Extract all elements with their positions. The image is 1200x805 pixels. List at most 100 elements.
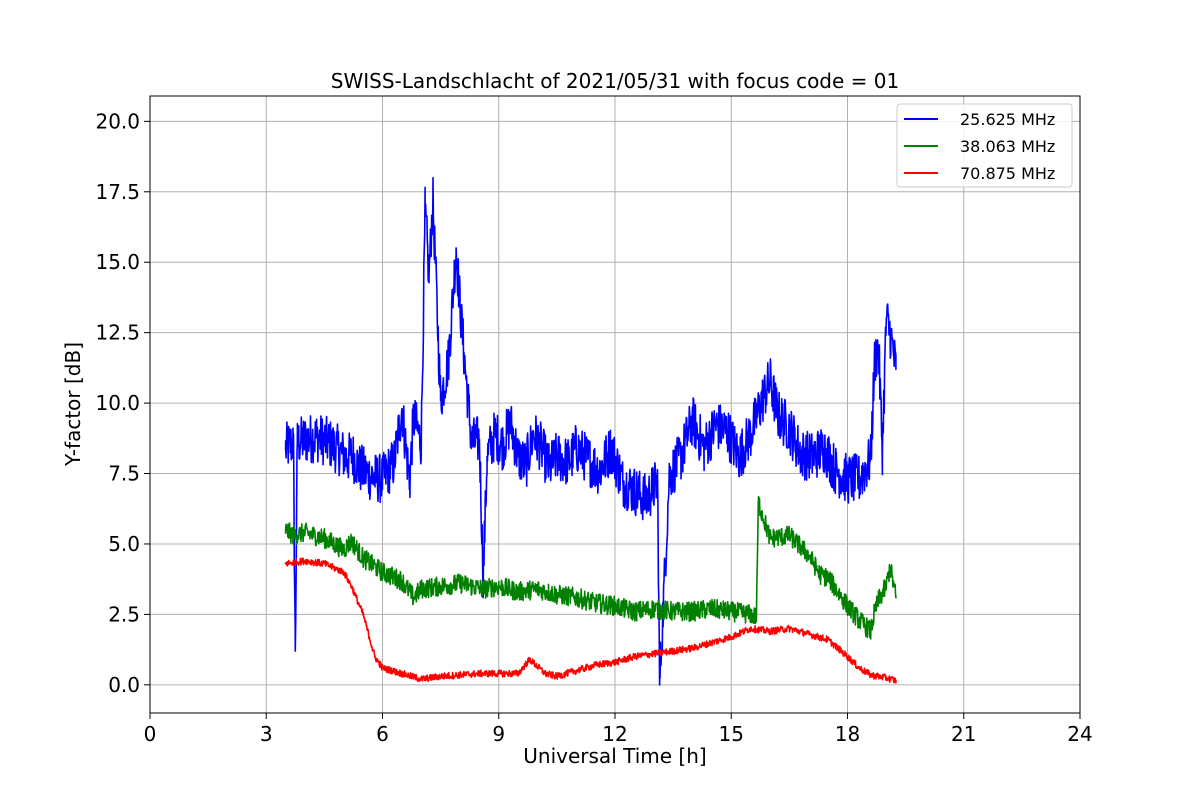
series-0-point bbox=[517, 455, 519, 458]
series-line-0 bbox=[284, 176, 897, 686]
series-0-point bbox=[598, 469, 601, 472]
series-0-point bbox=[769, 379, 771, 382]
series-1-point bbox=[827, 577, 829, 579]
series-2-point bbox=[374, 655, 376, 658]
series-0-point bbox=[432, 199, 434, 201]
series-0-point bbox=[575, 447, 578, 450]
series-line-1 bbox=[284, 495, 897, 640]
series-1-point bbox=[594, 602, 597, 604]
series-0-point bbox=[776, 413, 779, 416]
series-0-point bbox=[420, 441, 423, 444]
series-2-point bbox=[846, 655, 849, 658]
series-1-point bbox=[889, 565, 891, 568]
series-1-point bbox=[877, 599, 880, 602]
series-0-point bbox=[482, 577, 485, 579]
series-2-point bbox=[885, 677, 888, 679]
series-1-point bbox=[556, 593, 558, 596]
y-tick-label: 7.5 bbox=[108, 462, 140, 486]
series-2-point bbox=[498, 672, 500, 675]
y-tick-label: 15.0 bbox=[95, 250, 140, 274]
series-0-point bbox=[870, 458, 872, 461]
series-1-point bbox=[614, 605, 616, 607]
series-2-point bbox=[304, 560, 306, 562]
series-0-point bbox=[668, 475, 671, 478]
series-0-point bbox=[633, 489, 636, 492]
series-2-point bbox=[439, 675, 442, 678]
series-0-point bbox=[470, 441, 473, 444]
series-0-point bbox=[885, 317, 888, 320]
series-2-point bbox=[343, 571, 345, 573]
series-2-point bbox=[594, 664, 597, 666]
series-0-point bbox=[532, 433, 535, 435]
series-0-point bbox=[393, 461, 395, 464]
series-0-point bbox=[294, 650, 297, 652]
y-tick-label: 2.5 bbox=[108, 602, 140, 626]
series-0-point bbox=[548, 467, 550, 469]
y-tick-label: 10.0 bbox=[95, 391, 140, 415]
series-2-point bbox=[478, 672, 481, 675]
series-2-point bbox=[827, 638, 829, 641]
series-1-point bbox=[653, 608, 655, 610]
series-2-point bbox=[544, 672, 547, 675]
x-tick-label: 12 bbox=[602, 722, 627, 746]
series-1-point bbox=[350, 540, 353, 542]
series-1-point bbox=[304, 531, 306, 534]
series-0-point bbox=[726, 430, 729, 433]
series-0-point bbox=[381, 478, 384, 481]
series-0-point bbox=[412, 416, 415, 419]
series-0-point bbox=[358, 467, 361, 469]
series-0-point bbox=[501, 444, 504, 447]
x-tick-label: 18 bbox=[835, 722, 860, 746]
series-2-point bbox=[350, 585, 353, 587]
series-0-point bbox=[478, 438, 481, 441]
series-0-point bbox=[873, 360, 876, 362]
series-0-point bbox=[656, 481, 659, 483]
series-2-point bbox=[459, 674, 461, 676]
series-2-point bbox=[672, 650, 674, 652]
series-1-point bbox=[459, 582, 461, 585]
series-0-point bbox=[494, 433, 496, 435]
series-2-point bbox=[556, 675, 558, 678]
series-0-point bbox=[424, 210, 426, 213]
series-0-point bbox=[895, 368, 897, 371]
series-0-point bbox=[823, 447, 826, 450]
series-2-point bbox=[870, 674, 872, 676]
x-tick-label: 15 bbox=[719, 722, 744, 746]
series-0-point bbox=[346, 458, 349, 461]
legend-box bbox=[896, 103, 1073, 188]
series-0-point bbox=[800, 453, 802, 455]
legend: 25.625 MHz 38.063 MHz 70.875 MHz bbox=[896, 103, 1073, 188]
series-0-point bbox=[835, 469, 837, 472]
y-tick-label: 17.5 bbox=[95, 180, 140, 204]
y-tick-label: 5.0 bbox=[108, 532, 140, 556]
series-0-point bbox=[339, 450, 341, 452]
series-2-point bbox=[575, 669, 578, 672]
series-1-point bbox=[575, 596, 578, 599]
series-0-point bbox=[761, 399, 764, 402]
chart-title: SWISS-Landschlacht of 2021/05/31 with fo… bbox=[331, 69, 899, 93]
series-1-point bbox=[885, 585, 888, 587]
series-0-point bbox=[408, 481, 411, 483]
series-1-point bbox=[343, 548, 345, 551]
series-2-point bbox=[808, 633, 810, 635]
series-0-point bbox=[738, 455, 740, 458]
series-1-point bbox=[381, 571, 384, 573]
x-axis-label: Universal Time [h] bbox=[523, 744, 706, 768]
series-0-point bbox=[811, 455, 814, 458]
series-0-point bbox=[428, 275, 430, 278]
series-1-point bbox=[498, 585, 500, 587]
x-tick-label: 0 bbox=[144, 722, 157, 746]
series-1-point bbox=[788, 534, 791, 537]
series-0-point bbox=[486, 455, 488, 458]
y-tick-label: 12.5 bbox=[95, 321, 140, 345]
series-1-point bbox=[323, 537, 326, 540]
series-0-point bbox=[715, 424, 717, 427]
series-1-point bbox=[755, 616, 758, 618]
series-1-point bbox=[895, 596, 897, 599]
x-tick-label: 21 bbox=[951, 722, 976, 746]
series-0-point bbox=[540, 447, 543, 450]
series-1-point bbox=[420, 588, 423, 590]
series-0-point bbox=[645, 498, 647, 500]
series-1-point bbox=[672, 610, 674, 613]
